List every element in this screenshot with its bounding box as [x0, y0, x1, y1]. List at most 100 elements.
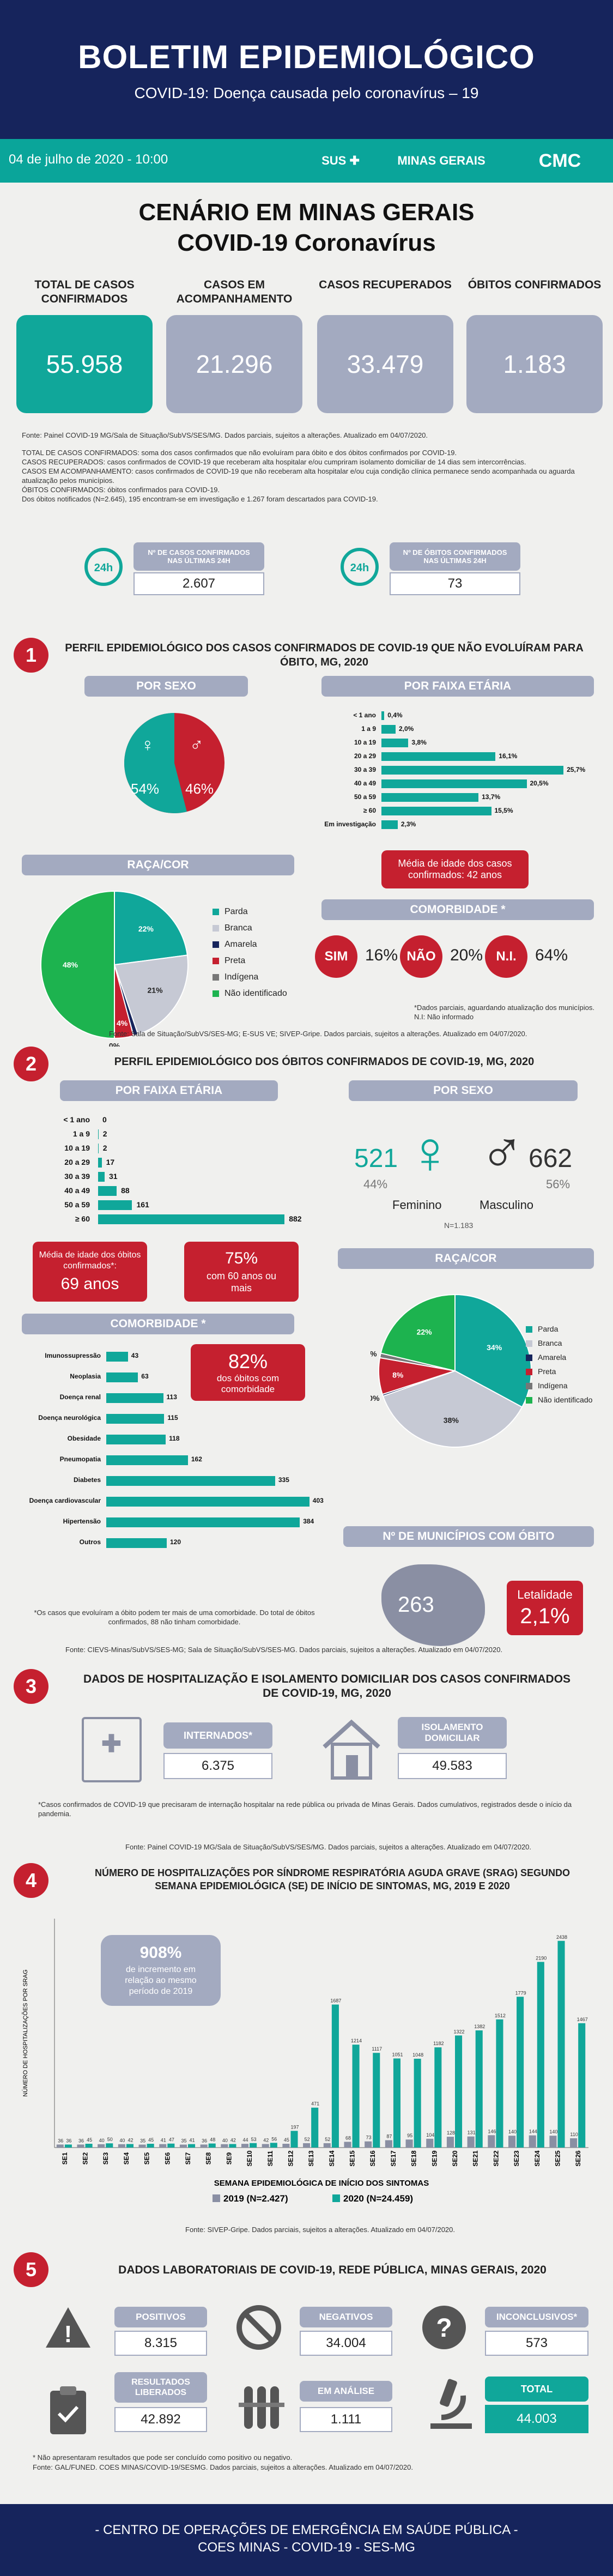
srag-bar	[352, 2045, 360, 2148]
srag-bar	[405, 2139, 413, 2148]
srag-value-label: 42	[128, 2137, 133, 2143]
s2-municipios-value: 263	[398, 1593, 434, 1617]
x-tick-label: SE23	[513, 2150, 520, 2167]
srag-value-label: 41	[190, 2138, 195, 2143]
srag-value-label: 36	[66, 2138, 71, 2143]
comorb-label: Neoplasia	[70, 1372, 101, 1380]
srag-bar	[373, 2053, 380, 2148]
srag-value-label: 131	[468, 2130, 476, 2136]
srag-bar	[570, 2138, 578, 2148]
srag-value-label: 35	[181, 2138, 186, 2144]
comorb-label: Doença cardiovascular	[29, 1497, 101, 1504]
srag-value-label: 47	[169, 2137, 174, 2143]
age-label: 20 a 29	[64, 1158, 90, 1166]
srag-bar	[549, 2136, 557, 2148]
srag-bar	[496, 2019, 503, 2148]
s5-tot-label: TOTAL	[485, 2377, 588, 2402]
card-value: 55.958	[16, 315, 153, 413]
srag-value-label: 45	[87, 2137, 92, 2143]
pie-slice	[382, 1370, 523, 1448]
age-label: Em investigação	[324, 820, 376, 828]
male-person-icon: ♂	[480, 1119, 525, 1186]
section-4-title: NÚMERO DE HOSPITALIZAÇÕES POR SÍNDROME R…	[94, 1867, 570, 1891]
comorb-value: 115	[167, 1414, 178, 1422]
age-bar	[98, 1158, 102, 1168]
s1-comorb-note: *Dados parciais, aguardando atualização …	[414, 1003, 594, 1021]
comorb-label: Imunossupressão	[45, 1352, 101, 1359]
srag-value-label: 140	[508, 2129, 517, 2134]
header: BOLETIM EPIDEMIOLÓGICO COVID-19: Doença …	[0, 0, 613, 139]
comorb-bar	[106, 1435, 166, 1444]
section-1-title: PERFIL EPIDEMIOLÓGICO DOS CASOS CONFIRMA…	[65, 642, 584, 668]
s1-race-legend: Parda Branca Amarela Preta Indígena Não ident…	[213, 904, 287, 1002]
legend-swatch	[213, 941, 219, 948]
srag-value-label: 52	[325, 2137, 330, 2142]
male-icon: ♂	[190, 735, 204, 755]
x-tick-label: SE3	[102, 2152, 110, 2164]
legend-swatch	[213, 2194, 220, 2202]
comorb-value: 63	[141, 1372, 149, 1380]
footer-line-1: - CENTRO DE OPERAÇÕES DE EMERGÊNCIA EM S…	[95, 2523, 518, 2537]
age-bar	[381, 752, 496, 761]
legend-label: Preta	[224, 956, 246, 965]
age-label: 20 a 29	[354, 752, 376, 760]
pie-slice	[380, 1293, 456, 1372]
srag-value-label: 197	[290, 2124, 299, 2130]
clock-24h-icon: 24h	[338, 545, 381, 589]
age-bar	[381, 725, 396, 734]
report-date: 04 de julho de 2020 - 10:00	[9, 152, 168, 167]
cmc-logo: CMC	[538, 150, 581, 171]
legend-item: Parda	[213, 904, 287, 920]
srag-bar	[208, 2143, 216, 2148]
scenario-title: CENÁRIO EM MINAS GERAIS COVID-19 Coronav…	[138, 199, 475, 256]
section-3-title: DADOS DE HOSPITALIZAÇÃO E ISOLAMENTO DOM…	[83, 1673, 571, 1700]
test-tubes-icon	[234, 2381, 289, 2435]
comorb-value: 162	[191, 1455, 202, 1463]
s5-ana-label: EM ANÁLISE	[300, 2381, 392, 2402]
s2-female-pct: 44%	[363, 1177, 388, 1191]
srag-bar	[393, 2058, 400, 2148]
srag-bar	[467, 2136, 475, 2148]
age-value: 2	[102, 1129, 107, 1138]
age-label: < 1 ano	[63, 1115, 90, 1124]
legend-item: Amarela	[213, 936, 287, 953]
s2-male-pct: 56%	[546, 1177, 570, 1191]
srag-value-label: 128	[447, 2130, 455, 2136]
srag-value-label: 140	[549, 2129, 557, 2134]
s1-race-pie: 22% 21% 4% 0% 48%	[40, 890, 189, 1047]
legend-item: Indígena	[213, 969, 287, 985]
srag-value-label: 146	[488, 2128, 496, 2134]
srag-value-label: 40	[222, 2138, 228, 2143]
x-tick-label: SE8	[205, 2152, 213, 2164]
srag-bar	[138, 2144, 146, 2148]
minas-map-icon	[381, 1564, 485, 1646]
age-value: 16,1%	[499, 752, 518, 760]
legend-swatch	[213, 990, 219, 997]
pie-label: 38%	[444, 1416, 459, 1425]
x-tick-label: SE1	[61, 2152, 69, 2164]
page-title: BOLETIM EPIDEMIOLÓGICO	[78, 39, 535, 75]
s4-callout: 908% de incremento em relação ao mesmo p…	[101, 1935, 221, 2006]
s1-male-pct: 46%	[185, 781, 214, 797]
age-value: 17	[106, 1158, 115, 1166]
legend-label: Indígena	[224, 972, 259, 982]
legend-item: Não identificado	[213, 985, 287, 1002]
srag-value-label: 1048	[412, 2052, 423, 2058]
legend-item: Branca	[213, 920, 287, 936]
comorb-value: 403	[312, 1497, 324, 1504]
srag-value-label: 36	[202, 2138, 207, 2143]
legend-label: Branca	[538, 1339, 562, 1347]
question-icon: ?	[420, 2303, 469, 2352]
srag-value-label: 68	[345, 2135, 351, 2140]
comorb-bar	[106, 1352, 128, 1362]
x-tick-label: SE22	[492, 2150, 500, 2167]
legend-swatch	[213, 924, 219, 932]
age-label: 1 a 9	[72, 1129, 90, 1138]
x-tick-label: SE21	[472, 2150, 480, 2167]
legend-label: Parda	[224, 907, 248, 916]
card-label: CASOS RECUPERADOS	[319, 279, 452, 291]
card-value: 33.479	[317, 315, 453, 413]
legend-item: Parda	[526, 1322, 592, 1336]
card-value: 1.183	[466, 315, 603, 413]
age-label: 30 a 39	[64, 1172, 90, 1181]
